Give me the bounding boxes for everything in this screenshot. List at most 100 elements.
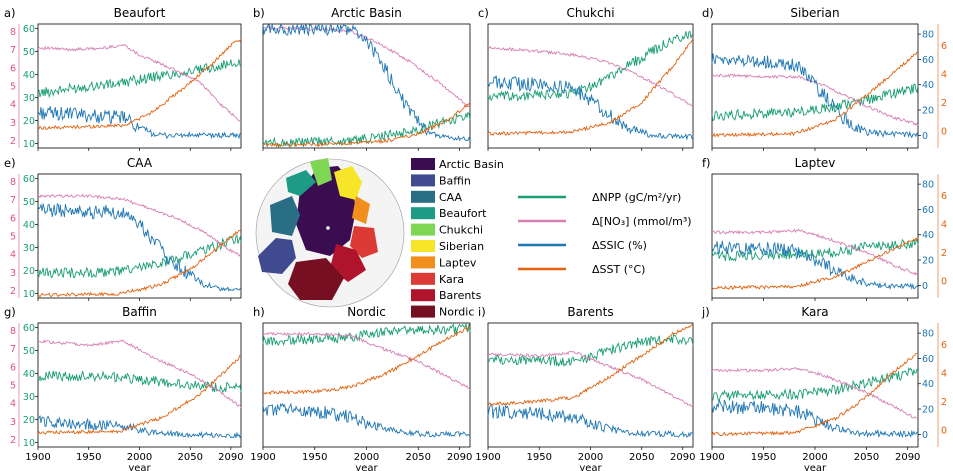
- series-line-sst: [262, 102, 471, 148]
- variable-label: Δ[NO₃] (mmol/m³): [592, 215, 692, 228]
- series-line-sst: [37, 228, 242, 298]
- y-tick-label-sst: 0: [941, 425, 947, 436]
- y-tick-label-sst: 0: [941, 126, 947, 137]
- map-region-laptev: [352, 196, 370, 224]
- series-line-sst: [487, 38, 694, 136]
- y-tick-label-no3: 2: [10, 435, 16, 446]
- y-tick-label-no3: 8: [10, 326, 16, 337]
- chart-panel-chukchi: c) Chukchi: [478, 6, 694, 151]
- plot-frame: [487, 23, 694, 149]
- y-tick-label-sst: 2: [941, 248, 947, 259]
- y-tick-label-no3: 2: [10, 286, 16, 297]
- series-line-ssic: [262, 402, 471, 438]
- chart-panel-baffin: g) Baffin 1900 1950 2000 2050 2090 year 60 50 40 30…: [4, 305, 244, 471]
- region-swatch: [411, 190, 435, 203]
- series-line-no3: [487, 350, 694, 407]
- panel-title: Beaufort: [114, 6, 166, 20]
- y-tick-label-npp: 10: [23, 139, 35, 150]
- variable-label: ΔNPP (gC/m²/yr): [592, 191, 681, 204]
- y-tick-label-npp: 10: [23, 289, 35, 300]
- panel-letter: c): [478, 6, 489, 20]
- series-line-ssic: [711, 53, 919, 139]
- x-tick-label: 2050: [178, 452, 203, 463]
- y-tick-label-ssic: 60: [922, 354, 934, 365]
- arctic-region-map: [255, 158, 405, 308]
- panel-letter: a): [4, 6, 16, 20]
- panel-letter: h): [253, 305, 265, 319]
- y-tick-label-sst: 0: [941, 276, 947, 287]
- y-tick-label-sst: 4: [941, 219, 947, 230]
- x-tick-label: 2050: [629, 452, 654, 463]
- plot-frame: [711, 173, 919, 299]
- y-tick-label-sst: 6: [941, 340, 947, 351]
- panel-title: Chukchi: [566, 6, 614, 20]
- panel-letter: d): [702, 6, 714, 20]
- x-tick-label: 1950: [302, 452, 327, 463]
- region-swatch: [411, 174, 435, 187]
- plot-frame: [262, 23, 471, 149]
- y-tick-label-no3: 7: [10, 344, 16, 355]
- region-swatch: [411, 289, 435, 302]
- y-tick-label-npp: 40: [23, 369, 35, 380]
- y-tick-label-ssic: 20: [922, 106, 934, 117]
- y-tick-label-no3: 6: [10, 63, 16, 74]
- map-region-caa: [270, 196, 300, 236]
- y-tick-label-no3: 3: [10, 118, 16, 129]
- series-line-npp: [37, 59, 242, 99]
- series-line-ssic: [262, 23, 471, 142]
- panel-title: Kara: [801, 305, 828, 319]
- y-tick-label-ssic: 60: [922, 205, 934, 216]
- series-line-no3: [487, 45, 694, 107]
- series-line-ssic: [487, 404, 693, 438]
- chart-panel-nordic: h) Nordic 1900 1950 2000 2050 2090 year: [250, 305, 472, 471]
- y-tick-label-ssic: 60: [922, 55, 934, 66]
- y-tick-label-ssic: 40: [922, 80, 934, 91]
- x-tick-label: 2000: [578, 452, 603, 463]
- map-region-nordic: [288, 258, 344, 300]
- y-tick-label-ssic: 80: [922, 180, 934, 191]
- y-tick-label-npp: 30: [23, 243, 35, 254]
- y-tick-label-npp: 40: [23, 220, 35, 231]
- series-line-npp: [262, 322, 471, 347]
- plot-frame: [37, 173, 242, 299]
- map-region-baffin: [258, 238, 296, 274]
- y-tick-label-npp: 60: [23, 323, 35, 334]
- series-line-sst: [487, 323, 694, 406]
- y-tick-label-ssic: 80: [922, 30, 934, 41]
- y-tick-label-ssic: 20: [922, 256, 934, 267]
- series-line-npp: [262, 111, 471, 149]
- x-axis-label: year: [804, 463, 827, 471]
- region-swatch: [411, 256, 435, 269]
- panel-letter: f): [702, 156, 711, 170]
- x-tick-label: 1900: [699, 452, 724, 463]
- region-label: CAA: [439, 191, 463, 204]
- region-label: Laptev: [439, 256, 477, 269]
- y-tick-label-sst: 4: [941, 368, 947, 379]
- series-line-no3: [711, 73, 919, 126]
- series-line-npp: [37, 370, 242, 393]
- y-tick-label-npp: 20: [23, 116, 35, 127]
- plot-frame: [37, 23, 242, 149]
- series-line-no3: [37, 44, 242, 122]
- series-line-no3: [711, 228, 919, 276]
- series-line-ssic: [711, 240, 919, 291]
- panel-letter: g): [4, 305, 16, 319]
- x-tick-label: 2000: [802, 452, 827, 463]
- series-line-sst: [262, 325, 471, 396]
- x-tick-label: 2090: [895, 452, 920, 463]
- plot-frame: [487, 322, 694, 448]
- x-tick-label: 1900: [475, 452, 500, 463]
- region-swatch: [411, 207, 435, 220]
- variable-label: ΔSST (°C): [592, 263, 645, 276]
- series-line-sst: [711, 352, 919, 437]
- map-region-kara: [350, 226, 378, 258]
- y-tick-label-npp: 10: [23, 438, 35, 449]
- y-tick-label-sst: 2: [941, 98, 947, 109]
- y-tick-label-ssic: 40: [922, 379, 934, 390]
- y-tick-label-ssic: 20: [922, 405, 934, 416]
- panel-title: CAA: [127, 156, 153, 170]
- x-axis-label: year: [579, 463, 602, 471]
- panel-title: Siberian: [790, 6, 839, 20]
